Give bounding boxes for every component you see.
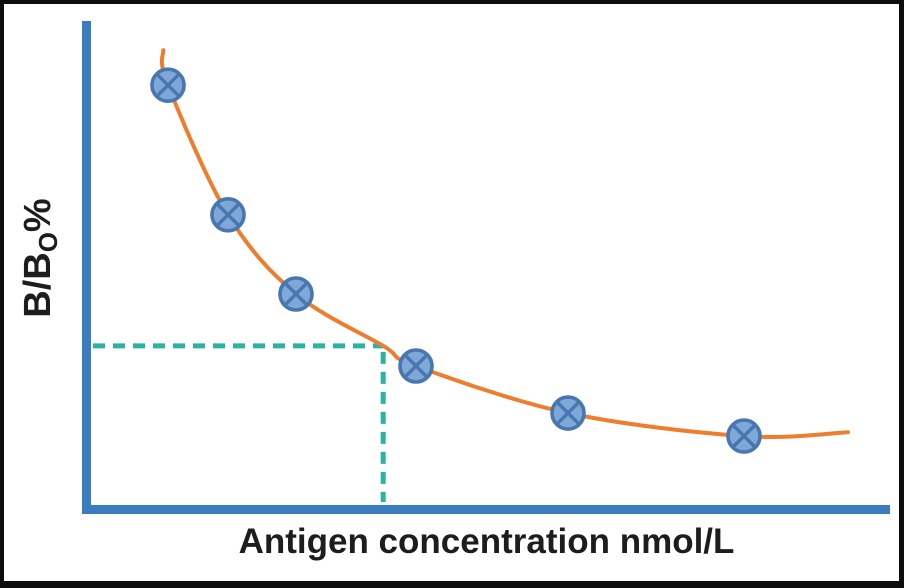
marker-x-glyph bbox=[731, 424, 757, 449]
x-axis-label: Antigen concentration nmol/L bbox=[238, 522, 735, 561]
y-axis-label-main: B/B bbox=[17, 252, 59, 318]
y-axis-label-percent: % bbox=[17, 198, 59, 233]
y-axis-label-subscript: O bbox=[33, 232, 63, 253]
marker-x-glyph bbox=[215, 202, 241, 227]
marker-x-glyph bbox=[403, 353, 429, 379]
marker-x-glyph bbox=[555, 401, 581, 426]
y-axis-label: B/BO% bbox=[13, 158, 63, 358]
y-axis-line bbox=[82, 21, 91, 514]
marker-x-glyph bbox=[283, 281, 309, 307]
x-axis-line bbox=[82, 505, 890, 514]
calibration-curve bbox=[159, 48, 850, 439]
marker-x-glyph bbox=[155, 73, 181, 98]
